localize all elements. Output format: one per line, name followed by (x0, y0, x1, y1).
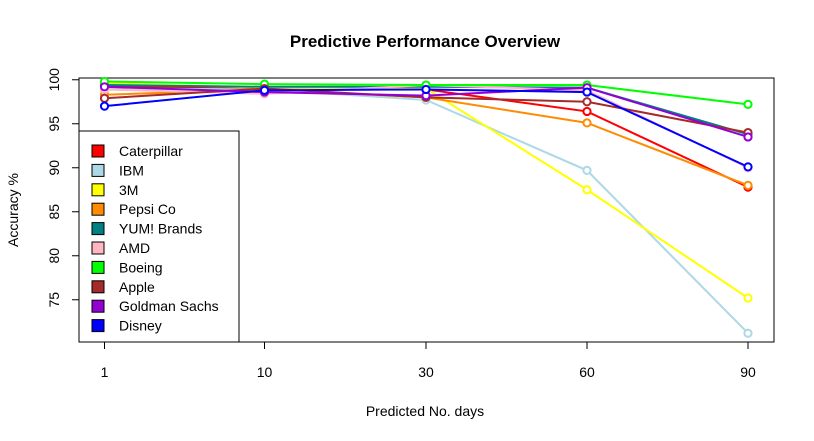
legend-item: Apple (91, 279, 155, 295)
data-point (743, 99, 753, 110)
legend-item: Boeing (91, 259, 163, 275)
x-axis: 1 10 30 60 90 (101, 341, 756, 380)
x-tick-label: 10 (257, 364, 273, 380)
y-axis-label: Accuracy % (5, 173, 21, 247)
y-tick-label: 85 (46, 204, 62, 220)
legend-label: AMD (119, 240, 150, 256)
legend-swatch (91, 163, 105, 177)
legend-label: IBM (119, 162, 144, 178)
legend-box (78, 130, 240, 343)
data-point (582, 97, 592, 107)
legend-label: Apple (119, 279, 155, 295)
legend-label: Disney (119, 318, 162, 334)
data-point (743, 132, 753, 142)
data-point (99, 101, 110, 111)
x-tick-label: 60 (579, 364, 595, 380)
y-axis: 75 80 85 90 95 100 (46, 68, 80, 308)
legend-item: 3M (91, 182, 138, 198)
legend-swatch (91, 144, 105, 158)
legend-label: YUM! Brands (119, 221, 202, 237)
legend-item: Caterpillar (91, 143, 183, 159)
legend-label: Pepsi Co (119, 201, 176, 217)
legend-item: Disney (91, 318, 162, 334)
chart-title: Predictive Performance Overview (290, 32, 561, 51)
legend-swatch (91, 260, 105, 274)
data-point (99, 93, 110, 103)
data-point (582, 106, 592, 117)
legend-item: Goldman Sachs (91, 298, 219, 314)
y-tick-label: 80 (46, 248, 62, 264)
legend-label: Boeing (119, 259, 163, 275)
y-tick-label: 90 (46, 160, 62, 176)
data-point (582, 118, 592, 128)
y-tick-label: 100 (46, 68, 62, 92)
legend-label: 3M (119, 182, 138, 198)
data-point (99, 82, 110, 92)
data-point (582, 87, 592, 97)
series-layer (99, 76, 753, 338)
legend: Caterpillar IBM 3M Pepsi Co YUM! Brands AMD Bo… (78, 130, 240, 343)
legend-swatch (91, 202, 105, 216)
data-point (582, 185, 592, 195)
x-tick-label: 1 (101, 364, 109, 380)
x-axis-label: Predicted No. days (366, 403, 484, 419)
legend-label: Caterpillar (119, 143, 183, 159)
legend-swatch (91, 319, 105, 333)
legend-swatch (91, 241, 105, 255)
series-disney (99, 84, 753, 172)
legend-item: Pepsi Co (91, 201, 176, 217)
data-point (743, 162, 753, 172)
legend-swatch (91, 280, 105, 294)
x-tick-label: 30 (418, 364, 434, 380)
legend-item: IBM (91, 162, 144, 178)
data-point (421, 84, 431, 95)
legend-item: AMD (91, 240, 150, 256)
legend-item: YUM! Brands (91, 221, 202, 237)
data-point (743, 328, 753, 338)
legend-swatch (91, 299, 105, 313)
data-point (743, 293, 753, 303)
y-tick-label: 95 (46, 116, 62, 132)
y-tick-label: 75 (46, 292, 62, 308)
legend-swatch (91, 222, 105, 236)
data-point (259, 85, 270, 95)
data-point (743, 180, 753, 190)
x-tick-label: 90 (740, 364, 756, 380)
legend-swatch (91, 183, 105, 197)
data-point (582, 165, 592, 175)
legend-label: Goldman Sachs (119, 298, 219, 314)
